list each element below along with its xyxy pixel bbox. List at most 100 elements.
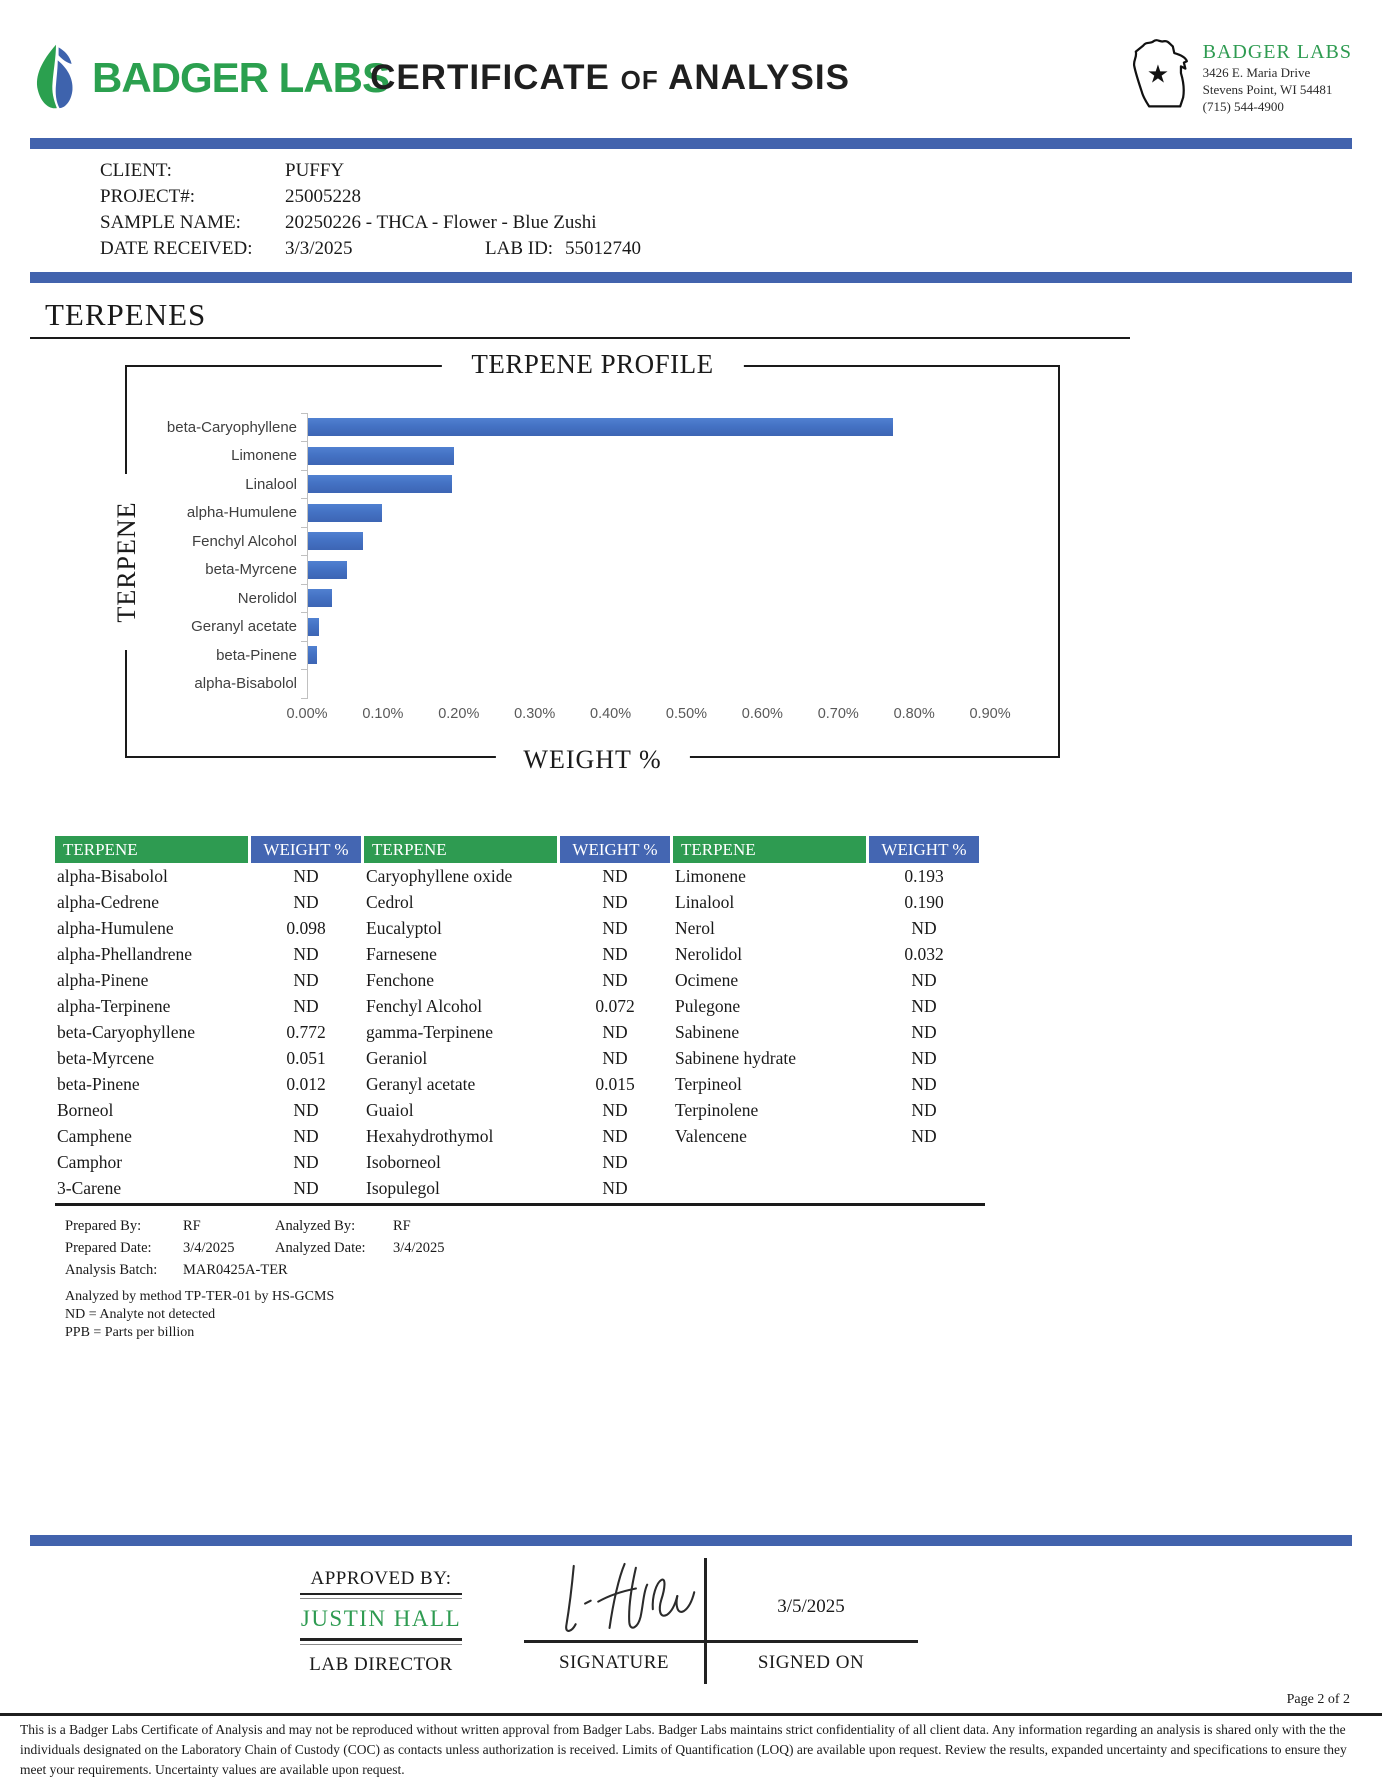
lab-name: BADGER LABS — [1202, 41, 1352, 63]
approved-by-block: APPROVED BY: JUSTIN HALL LAB DIRECTOR — [300, 1568, 462, 1676]
terpene-value-cell: ND — [602, 865, 628, 886]
terpene-value-cell: ND — [602, 1177, 628, 1198]
method-note: Analyzed by method TP-TER-01 by HS-GCMS — [65, 1289, 335, 1304]
terpene-value-cell: 0.051 — [286, 1047, 326, 1068]
date-received-value: 3/3/2025 — [285, 238, 353, 259]
table-row: beta-Pinene 0.012 Geranyl acetate 0.015 Terp… — [55, 1071, 985, 1097]
analysis-batch-value: MAR0425A-TER — [183, 1262, 288, 1278]
svg-text:★: ★ — [1146, 61, 1169, 88]
chart-category-label: Geranyl acetate — [191, 618, 297, 636]
terpene-value-cell: ND — [911, 995, 937, 1016]
table-row: alpha-Bisabolol ND Caryophyllene oxide ND Li… — [55, 863, 985, 889]
terpene-name-cell: Geraniol — [366, 1047, 428, 1068]
divider-bar-top — [30, 138, 1352, 149]
chart-bar — [308, 646, 318, 665]
terpene-name-cell: gamma-Terpinene — [366, 1021, 494, 1042]
terpene-name-cell: Pulegone — [675, 995, 741, 1016]
chart-title: TERPENE PROFILE — [441, 349, 744, 380]
chart-category-label: alpha-Bisabolol — [194, 675, 297, 693]
chart-bar — [308, 532, 363, 551]
terpene-value-cell: ND — [911, 1099, 937, 1120]
terpene-name-cell: Fenchyl Alcohol — [366, 995, 483, 1016]
lab-address-line2: Stevens Point, WI 54481 — [1202, 82, 1333, 97]
terpene-name-cell: Sabinene hydrate — [675, 1047, 796, 1068]
chart-bar-track — [301, 498, 1028, 527]
analyzed-by-value: RF — [393, 1218, 411, 1234]
x-tick-label: 0.70% — [817, 706, 859, 722]
x-tick-label: 0.40% — [590, 706, 632, 722]
signed-on-rule — [704, 1640, 918, 1643]
terpene-value-cell: 0.032 — [904, 943, 944, 964]
terpene-value-cell: ND — [293, 865, 319, 886]
terpene-name-cell: Ocimene — [675, 969, 739, 990]
terpene-name-cell: alpha-Cedrene — [57, 891, 160, 912]
terpene-name-cell: Nerolidol — [675, 943, 743, 964]
table-body: alpha-Bisabolol ND Caryophyllene oxide ND Li… — [55, 863, 985, 1206]
terpene-name-cell: Linalool — [675, 891, 735, 912]
divider-bar-bottom — [30, 1535, 1352, 1546]
chart-bar — [308, 560, 347, 579]
terpene-name-cell: Isoborneol — [366, 1151, 441, 1172]
chart-category-label: Nerolidol — [237, 589, 297, 607]
logo-wordmark: BADGER LABS — [92, 54, 390, 101]
terpene-name-cell: Hexahydrothymol — [366, 1125, 494, 1146]
project-row: PROJECT#: 25005228 — [100, 184, 1382, 210]
terpene-value-cell: ND — [293, 1099, 319, 1120]
signed-on-label: SIGNED ON — [757, 1651, 865, 1673]
x-tick-label: 0.80% — [893, 706, 935, 722]
terpene-value-cell: ND — [911, 917, 937, 938]
terpene-name-cell: alpha-Pinene — [57, 969, 149, 990]
x-tick-label: 0.60% — [741, 706, 783, 722]
terpene-value-cell: ND — [293, 995, 319, 1016]
axis-tick — [301, 555, 308, 556]
chart-category-label: Limonene — [231, 447, 297, 465]
chart-bar-row: beta-Myrcene — [139, 555, 1028, 584]
approver-name-rule — [300, 1638, 462, 1645]
chart-category-label: alpha-Humulene — [186, 504, 297, 522]
terpene-name-cell: Cedrol — [366, 891, 414, 912]
terpene-name-cell: Fenchone — [366, 969, 435, 990]
chart-bar — [308, 446, 455, 465]
axis-tick — [301, 640, 308, 642]
approver-title: LAB DIRECTOR — [309, 1654, 453, 1675]
chart-bar-track — [301, 555, 1028, 584]
terpene-value-cell: ND — [602, 891, 628, 912]
terpene-value-cell: ND — [293, 969, 319, 990]
terpene-name-cell: Guaiol — [366, 1099, 414, 1120]
axis-tick — [301, 669, 308, 670]
x-tick-label: 0.10% — [362, 706, 404, 722]
chart-bar-row: alpha-Humulene — [139, 498, 1028, 527]
terpene-value-cell: ND — [911, 1021, 937, 1042]
sample-info: CLIENT: PUFFY PROJECT#: 25005228 SAMPLE … — [0, 149, 1382, 272]
terpene-value-cell: ND — [602, 1099, 628, 1120]
signed-on-block: 3/5/2025 SIGNED ON — [704, 1574, 918, 1676]
chart-frame: TERPENE PROFILE TERPENE WEIGHT % beta-Ca… — [111, 349, 1060, 775]
table-header-row: TERPENE WEIGHT % TERPENE WEIGHT % TERPENE WEI… — [55, 836, 985, 863]
approval-section: APPROVED BY: JUSTIN HALL LAB DIRECTOR — [300, 1558, 1382, 1684]
terpene-value-cell: ND — [602, 943, 628, 964]
analyzed-date-value: 3/4/2025 — [393, 1240, 445, 1256]
axis-tick — [301, 412, 308, 414]
chart-y-axis-label: TERPENE — [111, 473, 143, 650]
terpene-value-cell: ND — [293, 1151, 319, 1172]
column-header-weight: WEIGHT % — [560, 836, 670, 863]
header: BADGER LABS CERTIFICATE OF ANALYSIS ★ BA… — [0, 0, 1382, 138]
chart-bar-track — [301, 526, 1028, 556]
prepared-date-value: 3/4/2025 — [183, 1240, 235, 1256]
table-row: alpha-Cedrene ND Cedrol ND Linalool 0.190 — [55, 889, 985, 915]
axis-tick — [301, 498, 308, 499]
terpene-name-cell: Valencene — [675, 1125, 747, 1146]
column-header-weight: WEIGHT % — [251, 836, 361, 863]
certificate-title: CERTIFICATE OF ANALYSIS — [370, 58, 850, 97]
x-tick-label: 0.90% — [969, 706, 1011, 722]
terpene-value-cell: 0.072 — [595, 995, 635, 1016]
chart-bar-track — [301, 612, 1028, 641]
signature-label: SIGNATURE — [558, 1651, 670, 1673]
chart-bar — [308, 475, 452, 494]
disclaimer-text: This is a Badger Labs Certificate of Ana… — [20, 1722, 1347, 1777]
badger-labs-logo: BADGER LABS — [30, 41, 390, 116]
axis-tick — [301, 612, 308, 613]
terpene-name-cell: Terpinolene — [675, 1099, 759, 1120]
terpene-name-cell: beta-Myrcene — [57, 1047, 155, 1068]
chart-plot-area: beta-Caryophyllene Limonene Linalool alpha-… — [139, 412, 1028, 698]
